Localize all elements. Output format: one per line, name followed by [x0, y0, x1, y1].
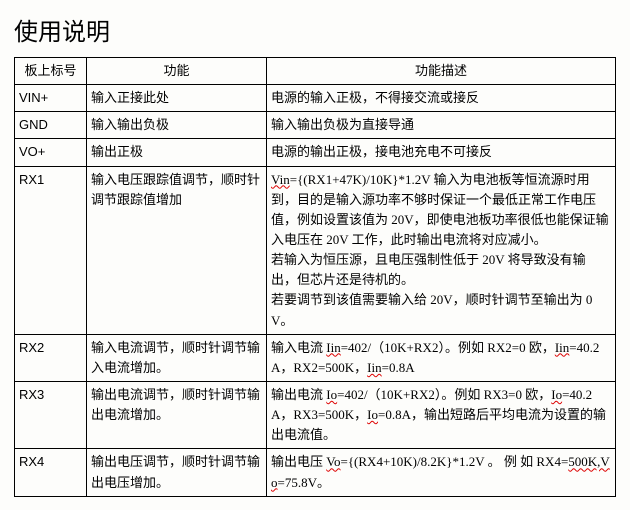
cell-label: RX3	[15, 381, 87, 448]
cell-func: 输入电流调节，顺时针调节输入电流增加。	[87, 334, 267, 381]
desc-text: =0.8A	[382, 360, 415, 375]
desc-text: ={(RX1+47K)/10K}*1.2V 输入为电池板等恒流源时用到，目的是输…	[271, 172, 609, 247]
cell-func: 输入输出负极	[87, 112, 267, 139]
cell-desc: 输入电流 Iin=402/（10K+RX2）。例如 RX2=0 欧，Iin=40…	[267, 334, 616, 381]
desc-text: ={(RX4+10K)/8.2K}*1.2V 。 例 如 RX4=	[340, 454, 568, 469]
desc-text: 输出电流	[271, 387, 326, 402]
table-header-row: 板上标号 功能 功能描述	[15, 58, 616, 85]
table-row: VO+ 输出正极 电源的输出正极，接电池充电不可接反	[15, 139, 616, 166]
cell-desc: 电源的输入正极，不得接交流或接反	[267, 85, 616, 112]
cell-func: 输出电压调节，顺时针调节输出电压增加。	[87, 449, 267, 496]
desc-text: =402/（10K+RX2）。例如 RX2=0 欧，	[341, 340, 555, 355]
formula-text: Vo	[326, 454, 340, 469]
cell-desc: 输出电流 Io=402/（10K+RX2）。例如 RX3=0 欧，Io=40.2…	[267, 381, 616, 448]
cell-func: 输入正接此处	[87, 85, 267, 112]
table-row: RX2 输入电流调节，顺时针调节输入电流增加。 输入电流 Iin=402/（10…	[15, 334, 616, 381]
formula-text: Iin	[367, 360, 381, 375]
page-title: 使用说明	[14, 12, 616, 47]
cell-label: VO+	[15, 139, 87, 166]
spec-table: 板上标号 功能 功能描述 VIN+ 输入正接此处 电源的输入正极，不得接交流或接…	[14, 57, 616, 497]
formula-text: Iin	[326, 340, 340, 355]
formula-text: Iin	[555, 340, 569, 355]
table-row: GND 输入输出负极 输入输出负极为直接导通	[15, 112, 616, 139]
table-row: RX1 输入电压跟踪值调节，顺时针调节跟踪值增加 Vin={(RX1+47K)/…	[15, 166, 616, 334]
col-header-desc: 功能描述	[267, 58, 616, 85]
desc-text: =75.8V。	[278, 475, 330, 490]
table-row: RX3 输出电流调节，顺时针调节输出电流增加。 输出电流 Io=402/（10K…	[15, 381, 616, 448]
cell-label: RX4	[15, 449, 87, 496]
desc-text: 输入电流	[271, 340, 326, 355]
formula-text: Vin	[271, 172, 290, 187]
cell-label: RX1	[15, 166, 87, 334]
desc-text: =402/（10K+RX2）。例如 RX3=0 欧，	[337, 387, 551, 402]
desc-text: 输出电压	[271, 454, 326, 469]
col-header-func: 功能	[87, 58, 267, 85]
cell-func: 输入电压跟踪值调节，顺时针调节跟踪值增加	[87, 166, 267, 334]
cell-label: RX2	[15, 334, 87, 381]
desc-text: 若要调节到该值需要输入给 20V，顺时针调节至输出为 0V。	[271, 292, 592, 327]
desc-text: 若输入为恒压源，且电压强制性低于 20V 将导致没有输出，但芯片还是待机的。	[271, 252, 586, 287]
cell-func: 输出电流调节，顺时针调节输出电流增加。	[87, 381, 267, 448]
formula-text: Io	[326, 387, 337, 402]
table-row: VIN+ 输入正接此处 电源的输入正极，不得接交流或接反	[15, 85, 616, 112]
cell-desc: Vin={(RX1+47K)/10K}*1.2V 输入为电池板等恒流源时用到，目…	[267, 166, 616, 334]
cell-label: GND	[15, 112, 87, 139]
formula-text: Io	[367, 407, 378, 422]
cell-desc: 电源的输出正极，接电池充电不可接反	[267, 139, 616, 166]
cell-label: VIN+	[15, 85, 87, 112]
cell-func: 输出正极	[87, 139, 267, 166]
cell-desc: 输入输出负极为直接导通	[267, 112, 616, 139]
formula-text: Io	[551, 387, 562, 402]
table-row: RX4 输出电压调节，顺时针调节输出电压增加。 输出电压 Vo={(RX4+10…	[15, 449, 616, 496]
col-header-label: 板上标号	[15, 58, 87, 85]
cell-desc: 输出电压 Vo={(RX4+10K)/8.2K}*1.2V 。 例 如 RX4=…	[267, 449, 616, 496]
